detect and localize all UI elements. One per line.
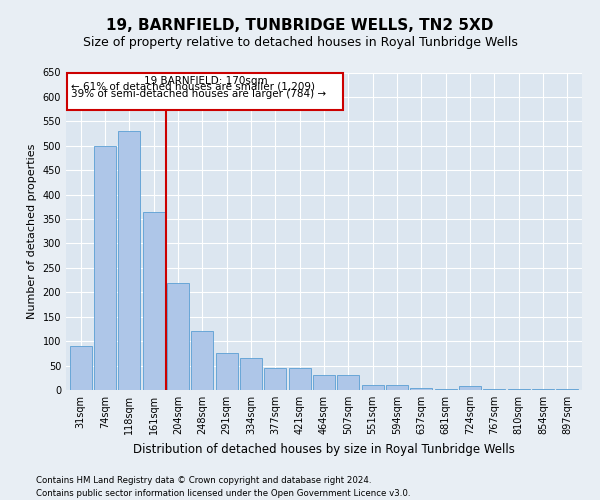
- Bar: [240, 358, 262, 390]
- Bar: [289, 368, 311, 390]
- Text: Size of property relative to detached houses in Royal Tunbridge Wells: Size of property relative to detached ho…: [83, 36, 517, 49]
- Text: 39% of semi-detached houses are larger (784) →: 39% of semi-detached houses are larger (…: [71, 88, 326, 99]
- Text: Contains HM Land Registry data © Crown copyright and database right 2024.: Contains HM Land Registry data © Crown c…: [36, 476, 371, 485]
- Text: 19 BARNFIELD: 170sqm: 19 BARNFIELD: 170sqm: [143, 76, 267, 86]
- Bar: [410, 388, 433, 390]
- Text: 19, BARNFIELD, TUNBRIDGE WELLS, TN2 5XD: 19, BARNFIELD, TUNBRIDGE WELLS, TN2 5XD: [106, 18, 494, 32]
- Bar: [508, 389, 530, 390]
- Text: Contains public sector information licensed under the Open Government Licence v3: Contains public sector information licen…: [36, 489, 410, 498]
- Text: ← 61% of detached houses are smaller (1,209): ← 61% of detached houses are smaller (1,…: [71, 82, 315, 92]
- Bar: [215, 354, 238, 390]
- Bar: [143, 212, 164, 390]
- FancyBboxPatch shape: [67, 72, 343, 110]
- Bar: [118, 131, 140, 390]
- Bar: [484, 389, 505, 390]
- Bar: [556, 389, 578, 390]
- Bar: [94, 146, 116, 390]
- Bar: [435, 389, 457, 390]
- Bar: [459, 386, 481, 390]
- Bar: [313, 376, 335, 390]
- Bar: [265, 368, 286, 390]
- Bar: [191, 332, 213, 390]
- Bar: [532, 389, 554, 390]
- Bar: [167, 282, 189, 390]
- X-axis label: Distribution of detached houses by size in Royal Tunbridge Wells: Distribution of detached houses by size …: [133, 442, 515, 456]
- Bar: [362, 385, 383, 390]
- Bar: [386, 385, 408, 390]
- Bar: [70, 346, 92, 390]
- Y-axis label: Number of detached properties: Number of detached properties: [27, 144, 37, 319]
- Bar: [337, 376, 359, 390]
